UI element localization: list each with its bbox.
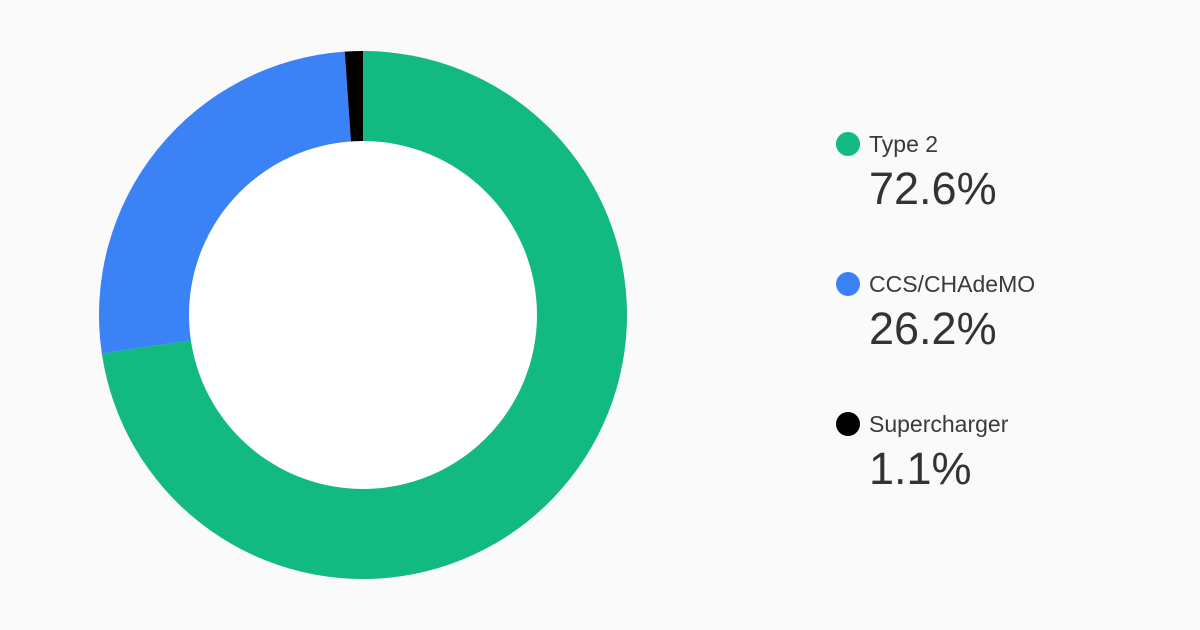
legend-value-ccs-chademo: 26.2% <box>869 303 997 354</box>
legend-item-type-2[interactable]: Type 2 72.6% <box>836 128 1176 268</box>
legend-swatch-ccs-chademo <box>836 272 860 296</box>
legend-label-type-2: Type 2 <box>869 130 939 157</box>
legend-value-supercharger: 1.1% <box>869 443 972 494</box>
donut-chart <box>99 51 627 579</box>
legend-value-type-2: 72.6% <box>869 163 997 214</box>
legend-label-supercharger: Supercharger <box>869 410 1009 437</box>
legend-item-ccs-chademo[interactable]: CCS/CHAdeMO 26.2% <box>836 268 1176 408</box>
chart-legend: Type 2 72.6% CCS/CHAdeMO 26.2% Superchar… <box>836 128 1176 548</box>
legend-item-supercharger[interactable]: Supercharger 1.1% <box>836 408 1176 548</box>
legend-label-ccs-chademo: CCS/CHAdeMO <box>869 270 1036 297</box>
legend-swatch-supercharger <box>836 412 860 436</box>
donut-hole <box>189 141 537 489</box>
legend-swatch-type-2 <box>836 132 860 156</box>
